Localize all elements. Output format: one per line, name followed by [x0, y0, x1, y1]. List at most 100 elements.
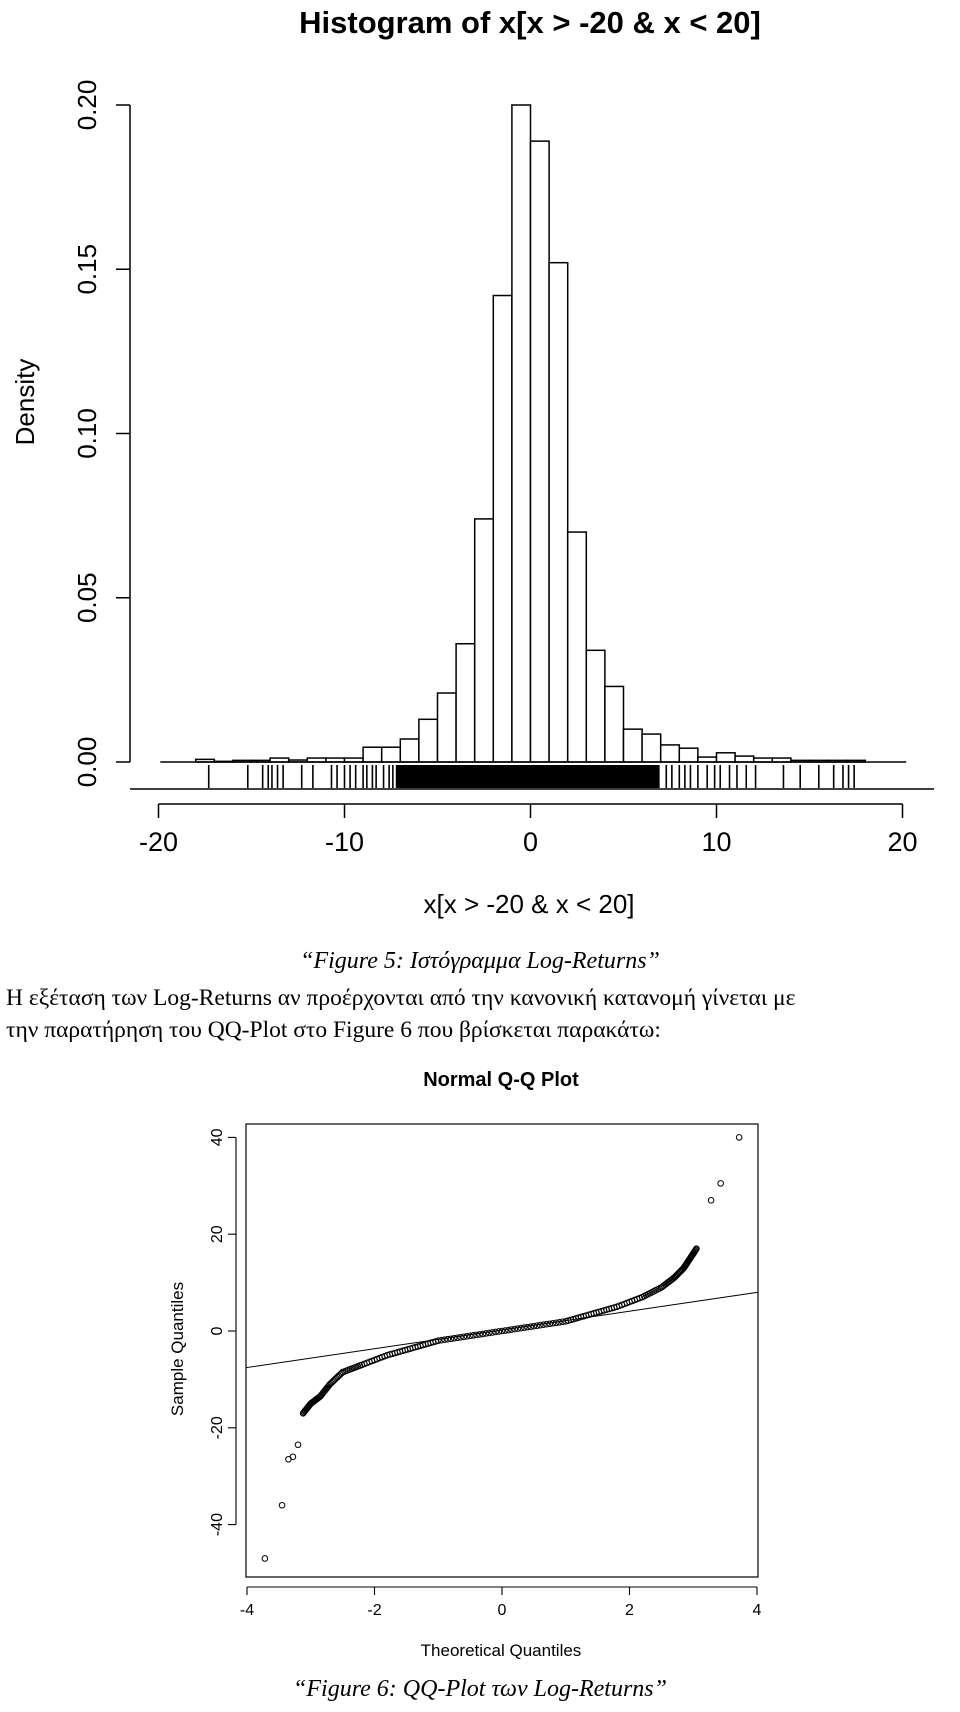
qq-sample-point [543, 1320, 550, 1328]
qq-outlier-point [289, 1453, 297, 1461]
qq-x-tick-label: 2 [625, 1602, 634, 1619]
qq-outlier-point [717, 1180, 724, 1187]
qq-sample-point [434, 1337, 442, 1344]
histogram-x-tick-label: 0 [523, 827, 538, 857]
qq-sample-point [693, 1245, 700, 1253]
qq-sample-point [441, 1336, 448, 1344]
qq-x-tick-label: 4 [753, 1602, 762, 1619]
histogram-bar [399, 738, 420, 763]
qq-sample-point [438, 1336, 445, 1344]
histogram-bar [418, 718, 439, 763]
histogram-y-tick-label: 0.00 [72, 737, 102, 788]
qq-sample-point [450, 1334, 458, 1342]
qq-y-tick-label: -40 [209, 1513, 226, 1536]
qq-y-tick-label: -20 [209, 1416, 226, 1439]
histogram-bar [436, 692, 457, 763]
qq-sample-point [533, 1322, 541, 1329]
qq-sample-point [498, 1327, 506, 1335]
qq-plot-title: Normal Q-Q Plot [423, 1069, 579, 1091]
qq-sample-point [546, 1320, 554, 1328]
qq-plot-frame [245, 1123, 759, 1578]
histogram-bar [659, 744, 681, 763]
qq-sample-point [540, 1321, 547, 1329]
histogram-x-tick-label: -20 [139, 827, 178, 857]
qq-y-tick-label: 0 [209, 1326, 226, 1335]
qq-sample-point [470, 1332, 477, 1339]
qq-sample-point [447, 1335, 455, 1343]
qq-outlier-point [707, 1197, 715, 1204]
qq-plot-y-axis-label: Sample Quantiles [168, 1282, 187, 1416]
body-paragraph: Η εξέταση των Log-Returns αν προέρχονται… [6, 982, 956, 1046]
histogram-bar [678, 747, 699, 763]
qq-sample-point [549, 1319, 557, 1327]
qq-sample-point [527, 1323, 534, 1330]
histogram-bar [734, 755, 755, 763]
qq-sample-point [524, 1323, 531, 1331]
histogram-bar [529, 140, 550, 763]
qq-sample-point [463, 1333, 471, 1340]
qq-sample-point [460, 1333, 468, 1341]
qq-outlier-point [735, 1134, 743, 1141]
histogram-bars [194, 104, 867, 763]
qq-x-tick-label: -4 [240, 1602, 254, 1619]
qq-sample-point [495, 1328, 503, 1335]
qq-sample-point [492, 1328, 499, 1336]
qq-sample-point [482, 1330, 490, 1337]
histogram-bar [604, 685, 625, 763]
qq-sample-point [556, 1318, 563, 1326]
qq-sample-point [514, 1325, 522, 1332]
paragraph-line-2: την παρατήρηση του QQ-Plot στο Figure 6 … [6, 1017, 661, 1043]
qq-sample-point [517, 1324, 525, 1332]
qq-plot-x-axis-label: Theoretical Quantiles [421, 1641, 582, 1660]
histogram-bar [362, 746, 383, 763]
histogram-bar [566, 531, 588, 763]
qq-sample-point [511, 1325, 519, 1333]
qq-sample-point [489, 1329, 496, 1336]
histogram-bar [473, 518, 495, 763]
histogram-x-tick-label: 20 [887, 827, 917, 857]
qq-sample-point [692, 1246, 700, 1253]
rug-dense-band [396, 765, 659, 788]
histogram-rug [207, 765, 855, 788]
figure5-caption: “Figure 5: Ιστόγραμμα Log-Returns” [300, 948, 660, 974]
histogram-bar [641, 733, 662, 763]
qq-sample-point [466, 1332, 474, 1340]
figure6-caption: “Figure 6: QQ-Plot των Log-Returns” [293, 1676, 667, 1702]
qq-y-tick-label: 20 [209, 1225, 226, 1243]
histogram-axes: -20 -10 0 10 20 0.00 0.05 0.10 0.15 0.20 [72, 80, 934, 857]
qq-sample-point [473, 1331, 480, 1339]
qq-outlier-point [261, 1555, 269, 1562]
qq-sample-point [454, 1334, 461, 1342]
qq-sample-point [476, 1331, 483, 1338]
histogram-bar [492, 294, 513, 763]
histogram-y-tick-label: 0.10 [72, 408, 102, 459]
histogram-bar [511, 104, 532, 763]
qq-sample-point [485, 1329, 493, 1337]
qq-plot-chart: Normal Q-Q Plot Sample Quantiles Theoret… [168, 1069, 762, 1660]
qq-x-tick-label: -2 [367, 1602, 381, 1619]
histogram-x-tick-label: 10 [701, 827, 731, 857]
paragraph-line-1: Η εξέταση των Log-Returns αν προέρχονται… [6, 985, 796, 1011]
qq-sample-point [536, 1321, 544, 1329]
qq-outlier-point [278, 1501, 286, 1509]
histogram-bar [380, 746, 402, 763]
histogram-chart: Histogram of x[x > -20 & x < 20] Density… [10, 5, 934, 919]
qq-sample-point [501, 1327, 509, 1334]
qq-sample-point [457, 1333, 464, 1341]
histogram-x-tick-label: -10 [325, 827, 364, 857]
qq-sample-point [552, 1319, 560, 1327]
qq-sample-point [505, 1326, 512, 1334]
qq-sample-point [508, 1326, 515, 1333]
histogram-y-tick-label: 0.15 [72, 244, 102, 295]
histogram-bar [585, 649, 606, 763]
qq-x-tick-label: 0 [498, 1602, 507, 1619]
histogram-title: Histogram of x[x > -20 & x < 20] [299, 5, 761, 40]
qq-plot-points [261, 1134, 743, 1562]
histogram-bar [548, 261, 569, 763]
qq-sample-point [530, 1322, 538, 1330]
qq-sample-point [479, 1330, 487, 1338]
histogram-x-axis-label: x[x > -20 & x < 20] [424, 889, 635, 919]
qq-y-tick-label: 40 [209, 1128, 226, 1146]
qq-sample-point [338, 1370, 345, 1377]
